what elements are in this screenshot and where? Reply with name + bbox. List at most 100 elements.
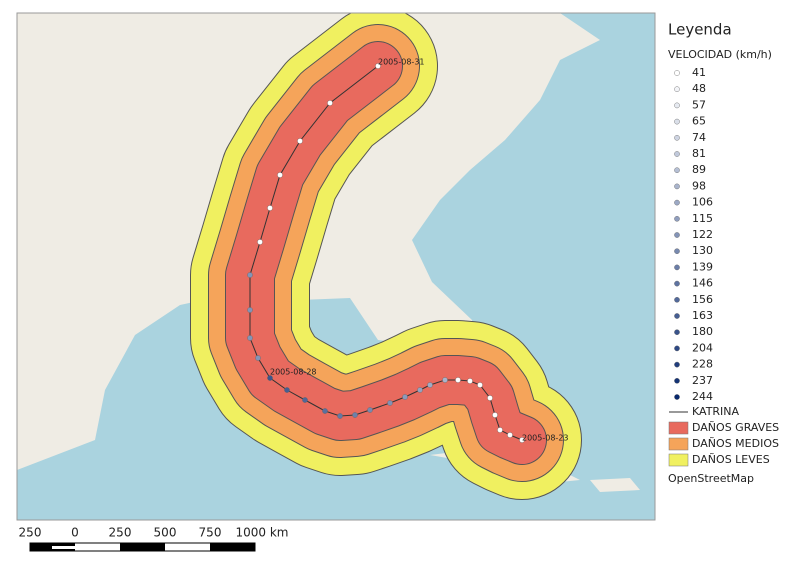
legend-swatch bbox=[674, 183, 680, 190]
legend-label: 41 bbox=[692, 66, 706, 79]
legend-swatch bbox=[674, 167, 680, 173]
scale-label: 500 bbox=[154, 526, 177, 540]
legend-swatch bbox=[674, 313, 680, 319]
legend-swatch bbox=[668, 453, 689, 467]
track-point bbox=[477, 382, 483, 388]
legend-swatch bbox=[674, 248, 680, 254]
legend-label: 204 bbox=[692, 341, 713, 354]
legend-swatch bbox=[668, 421, 689, 435]
track-point bbox=[322, 408, 328, 414]
track-point bbox=[467, 378, 473, 384]
legend-swatch bbox=[674, 361, 680, 368]
legend-swatch bbox=[674, 70, 680, 76]
scale-label: 1000 km bbox=[236, 526, 289, 540]
scale-bar: 250 0 250 500 750 1000 km bbox=[19, 526, 289, 552]
track-point bbox=[247, 307, 253, 313]
date-label: 2005-08-23 bbox=[522, 434, 569, 443]
track-point bbox=[492, 412, 498, 418]
track-point bbox=[267, 375, 273, 381]
legend-label: DAÑOS MEDIOS bbox=[692, 437, 779, 450]
scale-bar-segment bbox=[120, 543, 165, 551]
legend-swatch bbox=[674, 134, 680, 141]
track-point bbox=[487, 395, 493, 401]
track-point bbox=[255, 355, 261, 361]
legend-label: 180 bbox=[692, 325, 713, 338]
legend-label: 146 bbox=[692, 277, 713, 290]
legend-swatch bbox=[674, 102, 680, 109]
track-point bbox=[267, 205, 273, 211]
track-point bbox=[337, 413, 343, 419]
legend-label: 57 bbox=[692, 98, 706, 111]
legend-label: 139 bbox=[692, 260, 713, 273]
legend-swatch bbox=[668, 437, 689, 451]
legend: Leyenda VELOCIDAD (km/h) 41 48 57 65 74 81 89 9… bbox=[668, 21, 779, 486]
legend-swatch bbox=[674, 215, 680, 222]
scale-label: 250 bbox=[109, 526, 132, 540]
legend-label: 130 bbox=[692, 244, 713, 257]
legend-label: 156 bbox=[692, 293, 713, 306]
scale-label: 0 bbox=[71, 526, 79, 540]
legend-label: 65 bbox=[692, 115, 706, 128]
legend-swatch bbox=[674, 151, 680, 157]
legend-label: OpenStreetMap bbox=[668, 472, 754, 485]
legend-swatch bbox=[674, 118, 680, 125]
track-point bbox=[507, 432, 513, 438]
track-point bbox=[497, 427, 503, 433]
legend-title: Leyenda bbox=[668, 21, 732, 39]
scale-bar-segment bbox=[52, 546, 75, 549]
legend-swatch bbox=[674, 280, 680, 287]
legend-label: 163 bbox=[692, 309, 713, 322]
track-point bbox=[327, 100, 333, 106]
legend-swatch bbox=[674, 264, 680, 271]
legend-swatch bbox=[674, 86, 680, 92]
track-point bbox=[427, 382, 433, 388]
legend-subtitle: VELOCIDAD (km/h) bbox=[668, 48, 772, 61]
legend-label: 122 bbox=[692, 228, 713, 241]
track-point bbox=[352, 412, 358, 418]
legend-label: 237 bbox=[692, 374, 713, 387]
track-point bbox=[257, 239, 263, 245]
legend-label: 74 bbox=[692, 131, 706, 144]
map-frame bbox=[16, 12, 656, 521]
legend-label: 244 bbox=[692, 390, 713, 403]
track-point bbox=[247, 335, 253, 341]
scale-label: 750 bbox=[199, 526, 222, 540]
track-point bbox=[302, 397, 308, 403]
scale-label: 250 bbox=[19, 526, 42, 540]
legend-label: KATRINA bbox=[692, 405, 740, 418]
track-point bbox=[519, 437, 525, 443]
legend-label: 48 bbox=[692, 82, 706, 95]
legend-label: 228 bbox=[692, 358, 713, 371]
track-point bbox=[402, 394, 408, 400]
legend-label: 98 bbox=[692, 179, 706, 192]
legend-swatch bbox=[674, 296, 680, 303]
track-point bbox=[375, 63, 381, 69]
track-point bbox=[387, 400, 393, 406]
legend-label: 81 bbox=[692, 147, 706, 160]
track-point bbox=[277, 172, 283, 178]
legend-swatch bbox=[674, 199, 680, 206]
track-point bbox=[442, 377, 448, 383]
legend-swatch bbox=[674, 345, 680, 352]
legend-label: DAÑOS GRAVES bbox=[692, 421, 779, 434]
track-point bbox=[247, 272, 253, 278]
track-point bbox=[367, 407, 373, 413]
legend-label: 89 bbox=[692, 163, 706, 176]
legend-label: 115 bbox=[692, 212, 713, 225]
track-point bbox=[417, 387, 423, 393]
legend-swatch bbox=[674, 232, 680, 238]
legend-label: DAÑOS LEVES bbox=[692, 453, 770, 466]
map: 2005-08-31 2005-08-28 2005-08-23 bbox=[17, 13, 655, 520]
legend-swatch bbox=[674, 329, 680, 336]
track-point bbox=[284, 387, 290, 393]
legend-swatch bbox=[674, 377, 680, 384]
legend-label: 106 bbox=[692, 196, 713, 209]
legend-swatch bbox=[674, 394, 680, 400]
track-layer: 2005-08-31 2005-08-28 2005-08-23 bbox=[190, 13, 582, 500]
scale-bar-segment bbox=[210, 543, 255, 551]
track-point bbox=[455, 377, 461, 383]
track-point bbox=[297, 138, 303, 144]
date-label: 2005-08-31 bbox=[378, 58, 425, 67]
date-label: 2005-08-28 bbox=[270, 368, 317, 377]
